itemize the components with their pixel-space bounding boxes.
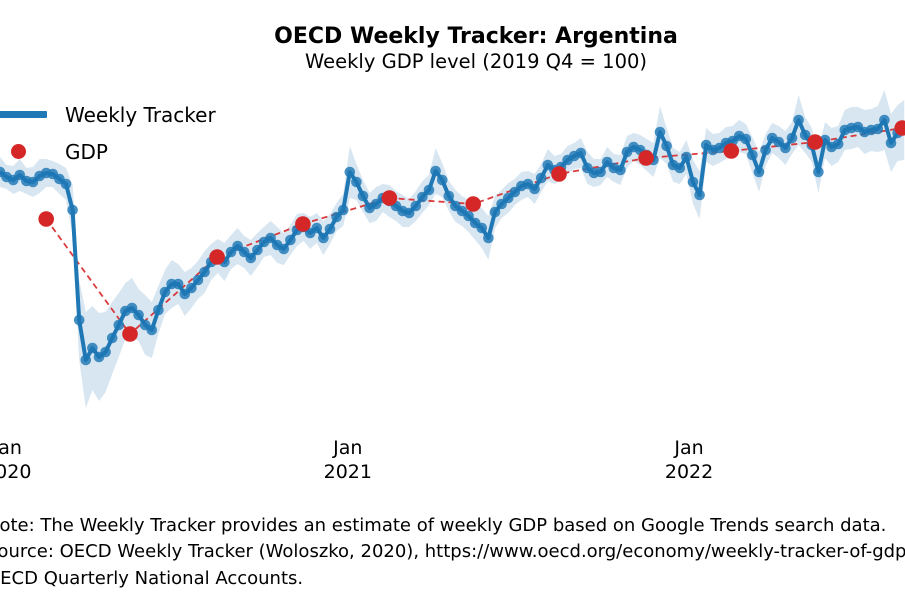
weekly-tracker-marker xyxy=(872,123,884,135)
chart-title: OECD Weekly Tracker: Argentina xyxy=(274,24,678,49)
footnote-line-note: Note: The Weekly Tracker provides an est… xyxy=(0,515,887,536)
weekly-tracker-marker xyxy=(436,174,448,186)
weekly-tracker-marker xyxy=(133,309,144,321)
gdp-point xyxy=(465,196,482,212)
legend-label-weekly-tracker: Weekly Tracker xyxy=(65,102,216,127)
weekly-tracker-marker xyxy=(113,319,125,331)
gdp-point xyxy=(723,143,740,159)
weekly-tracker-marker xyxy=(489,206,501,218)
weekly-tracker-marker xyxy=(575,147,587,159)
chart-subtitle: Weekly GDP level (2019 Q4 = 100) xyxy=(305,50,647,73)
weekly-tracker-marker xyxy=(430,165,441,177)
gdp-point xyxy=(122,326,138,342)
weekly-tracker-marker xyxy=(245,252,257,264)
footnote-line-source: Source: OECD Weekly Tracker (Woloszko, 2… xyxy=(0,541,905,563)
weekly-tracker-marker xyxy=(799,129,811,141)
weekly-tracker-marker xyxy=(410,200,422,212)
weekly-tracker-marker xyxy=(753,166,765,178)
weekly-tracker-marker xyxy=(278,243,290,255)
weekly-tracker-marker xyxy=(146,324,158,336)
weekly-tracker-marker xyxy=(403,207,415,219)
legend-item-gdp: GDP xyxy=(0,133,216,170)
weekly-tracker-marker xyxy=(661,140,672,152)
weekly-tracker-marker xyxy=(67,204,78,216)
weekly-tracker-marker xyxy=(476,222,488,234)
weekly-tracker-line-swatch xyxy=(0,111,47,118)
gdp-point xyxy=(38,211,54,227)
weekly-tracker-marker xyxy=(832,138,844,150)
weekly-tracker-marker xyxy=(793,114,804,126)
weekly-tracker-marker xyxy=(674,162,686,174)
gdp-point xyxy=(894,120,905,136)
weekly-tracker-marker xyxy=(106,332,118,344)
weekly-tracker-marker xyxy=(311,222,323,234)
weekly-tracker-marker xyxy=(172,278,184,290)
footnote: Note: The Weekly Tracker provides an est… xyxy=(0,513,905,592)
weekly-tracker-marker xyxy=(351,176,362,188)
weekly-tracker-marker xyxy=(357,190,369,202)
gdp-point xyxy=(807,134,823,150)
weekly-tracker-marker xyxy=(324,223,336,235)
weekly-tracker-marker xyxy=(879,114,890,126)
weekly-tracker-marker xyxy=(529,183,540,195)
weekly-tracker-marker xyxy=(73,314,85,326)
weekly-tracker-marker xyxy=(786,132,798,144)
weekly-tracker-marker xyxy=(153,304,164,316)
weekly-tracker-marker xyxy=(780,142,791,154)
legend-item-weekly-tracker: Weekly Tracker xyxy=(0,96,216,133)
weekly-tracker-marker xyxy=(885,137,897,149)
legend: Weekly Tracker GDP xyxy=(0,96,216,170)
weekly-tracker-marker xyxy=(344,166,356,178)
x-tick-label: Jan 2021 xyxy=(323,437,372,483)
weekly-tracker-marker xyxy=(159,286,171,298)
gdp-dot-swatch xyxy=(11,144,26,159)
weekly-tracker-marker xyxy=(681,151,692,163)
weekly-tracker-marker xyxy=(813,166,824,178)
weekly-tracker-marker xyxy=(186,282,197,294)
legend-label-gdp: GDP xyxy=(65,139,108,164)
weekly-tracker-marker xyxy=(443,190,455,202)
weekly-tracker-marker xyxy=(87,342,98,354)
weekly-tracker-marker xyxy=(337,204,349,216)
weekly-tracker-marker xyxy=(483,232,494,244)
weekly-tracker-marker xyxy=(423,184,435,196)
weekly-tracker-marker xyxy=(654,126,666,138)
gdp-point xyxy=(381,190,398,206)
weekly-tracker-marker xyxy=(331,211,342,223)
legend-swatch-area xyxy=(0,111,47,118)
weekly-tracker-marker xyxy=(740,133,752,145)
weekly-tracker-marker xyxy=(687,176,699,188)
legend-swatch-area xyxy=(0,144,47,159)
weekly-tracker-marker xyxy=(747,149,758,161)
gdp-point xyxy=(209,249,225,265)
weekly-tracker-marker xyxy=(199,266,210,278)
footnote-line-source-2: OECD Quarterly National Accounts. xyxy=(0,567,304,589)
x-tick-label: Jan 2022 xyxy=(664,437,714,483)
weekly-tracker-marker xyxy=(192,274,204,286)
weekly-tracker-marker xyxy=(80,354,92,366)
weekly-tracker-marker xyxy=(265,232,276,244)
weekly-tracker-marker xyxy=(615,164,626,176)
weekly-tracker-marker xyxy=(100,346,111,358)
weekly-tracker-marker xyxy=(252,244,263,256)
weekly-tracker-marker xyxy=(126,302,138,314)
weekly-tracker-marker xyxy=(285,234,296,246)
gdp-point xyxy=(638,150,654,166)
gdp-point xyxy=(295,216,311,232)
weekly-tracker-marker xyxy=(535,172,547,184)
gdp-point xyxy=(551,166,567,182)
weekly-tracker-marker xyxy=(463,210,474,222)
weekly-tracker-marker xyxy=(60,178,72,190)
weekly-tracker-marker xyxy=(417,191,428,203)
weekly-tracker-marker xyxy=(318,232,329,244)
weekly-tracker-marker xyxy=(760,144,771,156)
weekly-tracker-marker xyxy=(694,189,705,201)
x-tick-label: Jan2020 xyxy=(0,437,32,483)
weekly-tracker-marker xyxy=(595,166,606,178)
